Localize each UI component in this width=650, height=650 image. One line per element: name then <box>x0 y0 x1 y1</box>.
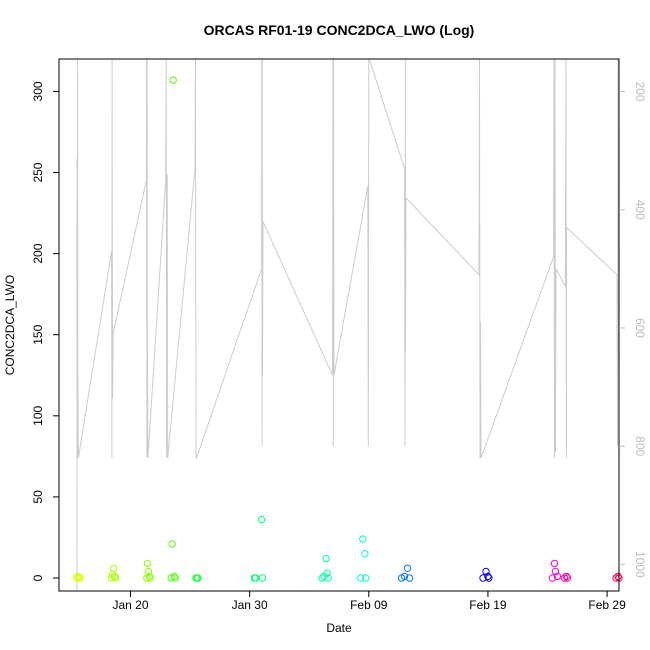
data-point <box>361 550 369 558</box>
data-point <box>562 572 571 581</box>
y-tick-label: 250 <box>31 162 45 182</box>
x-tick-label: Jan 20 <box>112 598 148 612</box>
data-point <box>322 554 330 563</box>
y-axis-label: CONC2DCA_LWO <box>3 275 17 375</box>
data-point <box>318 574 326 582</box>
y-tick-label: 150 <box>31 324 45 344</box>
data-point <box>560 574 569 582</box>
plot-frame <box>58 58 620 592</box>
data-point <box>168 540 176 548</box>
chart-title: ORCAS RF01-19 CONC2DCA_LWO (Log) <box>204 22 475 38</box>
data-point <box>143 559 152 568</box>
y-tick-label: 300 <box>31 81 45 101</box>
y-tick-label: 50 <box>31 490 45 504</box>
data-point <box>145 572 154 581</box>
right-tick-label: 400 <box>633 200 647 220</box>
data-points-layer <box>73 76 623 582</box>
data-point <box>403 564 412 572</box>
data-point <box>563 574 572 582</box>
data-point <box>109 564 118 572</box>
data-point <box>111 574 120 582</box>
data-point <box>553 572 562 581</box>
data-point <box>400 572 409 581</box>
x-axis: Jan 20 Jan 30 Feb 09 Feb 19 Feb 29 <box>112 591 626 612</box>
data-point <box>170 572 178 581</box>
data-point <box>76 574 84 582</box>
data-point <box>548 574 557 582</box>
data-point <box>171 574 179 582</box>
data-point <box>169 76 177 84</box>
x-axis-label: Date <box>326 621 352 635</box>
data-point <box>144 567 153 576</box>
data-point <box>258 574 267 582</box>
x-tick-label: Jan 30 <box>232 598 268 612</box>
y-axis: 0 50 100 150 200 250 300 <box>31 81 59 581</box>
data-point <box>614 572 622 581</box>
data-point <box>357 574 365 582</box>
right-axis: 200 400 600 800 1000 <box>619 81 647 578</box>
x-tick-label: Feb 09 <box>350 598 388 612</box>
data-point <box>550 559 559 568</box>
right-tick-label: 800 <box>633 436 647 456</box>
data-point <box>110 572 119 581</box>
y-tick-label: 100 <box>31 405 45 425</box>
data-point <box>485 574 493 582</box>
data-point <box>405 574 414 582</box>
x-tick-label: Feb 19 <box>469 598 507 612</box>
data-point <box>146 574 155 582</box>
x-tick-label: Feb 29 <box>588 598 626 612</box>
y-tick-label: 0 <box>31 574 45 581</box>
data-point <box>484 572 492 581</box>
data-point <box>362 574 370 582</box>
data-point <box>359 535 367 543</box>
data-point <box>323 569 331 577</box>
right-tick-label: 600 <box>633 318 647 338</box>
data-point <box>482 567 490 576</box>
pressure-trace-layer <box>76 58 620 592</box>
data-point <box>257 515 266 524</box>
data-point <box>324 574 332 582</box>
right-tick-label: 1000 <box>633 551 647 578</box>
data-point <box>74 572 82 581</box>
data-point <box>551 567 560 576</box>
data-point <box>75 573 83 581</box>
y-tick-label: 200 <box>31 243 45 263</box>
pressure-trace-line <box>76 58 620 592</box>
data-point <box>194 574 202 582</box>
right-tick-label: 200 <box>633 81 647 101</box>
